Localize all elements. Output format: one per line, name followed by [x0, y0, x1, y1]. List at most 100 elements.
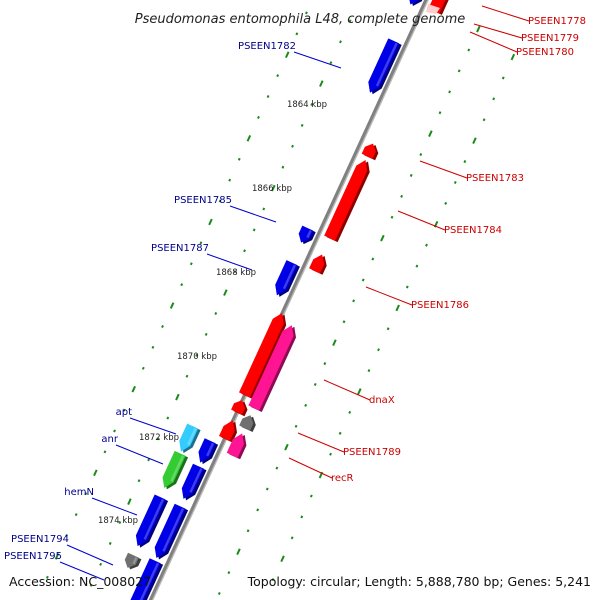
- gene-pseen1781: [409, 0, 423, 6]
- tick-mark: [367, 369, 371, 373]
- backbone-line: [148, 0, 428, 600]
- tick-mark: [300, 515, 304, 519]
- gene-highlight: [189, 468, 203, 493]
- kbp-label: 1864 kbp: [287, 100, 327, 110]
- tick-mark: [444, 201, 448, 205]
- tick-mark: [228, 178, 232, 182]
- forward-gene-label: PSEEN1795: [4, 551, 62, 562]
- tick-mark: [185, 374, 189, 378]
- gene-arrow: [361, 143, 376, 159]
- forward-gene-label: PSEEN1782: [238, 41, 296, 52]
- gene-arrow: [239, 415, 254, 431]
- gene-highlight: [139, 562, 160, 600]
- leader-line: [323, 379, 371, 401]
- tick-mark: [357, 388, 362, 395]
- tick-mark: [415, 264, 419, 268]
- gene-pseen1793: [135, 494, 169, 548]
- leader-line: [115, 444, 164, 465]
- leader-line: [481, 5, 530, 22]
- gene-highlight: [162, 508, 185, 552]
- gene-recr-pink: [226, 433, 247, 460]
- gene-apt: [179, 423, 201, 454]
- gene-labels: PSEEN1782 PSEEN1785 PSEEN1787 apt anr hemN PSE…: [4, 16, 586, 562]
- tick-mark: [284, 443, 289, 451]
- tick-mark: [300, 123, 304, 127]
- tick-mark: [352, 299, 356, 303]
- tick-mark: [169, 302, 175, 309]
- tick-mark: [332, 339, 337, 346]
- tick-mark: [233, 270, 237, 274]
- tick-mark: [141, 366, 145, 370]
- leader-line: [419, 160, 468, 179]
- gene-highlight: [186, 428, 197, 446]
- tick-mark: [113, 429, 116, 433]
- gene-arrow: [130, 558, 161, 600]
- reverse-gene-label: recR: [331, 473, 354, 484]
- kbp-label: 1874 kbp: [98, 516, 138, 526]
- reverse-gene-label: PSEEN1786: [411, 300, 469, 311]
- leader-line: [288, 457, 333, 479]
- tick-mark: [204, 332, 208, 336]
- tick-mark: [476, 25, 481, 33]
- gene-pseen1783a: [361, 143, 379, 161]
- tick-mark: [371, 257, 375, 261]
- tick-mark: [377, 348, 380, 352]
- tick-mark: [329, 61, 333, 65]
- leader-line: [59, 561, 105, 581]
- tick-mark: [310, 102, 314, 106]
- tick-mark: [189, 262, 193, 266]
- tick-mark: [285, 51, 290, 59]
- tick-mark: [501, 76, 505, 80]
- leader-line: [469, 31, 518, 53]
- tick-mark: [380, 234, 385, 242]
- gene-pseen1784: [324, 160, 370, 243]
- genome-title: Pseudomonas entomophila L48, complete ge…: [135, 12, 466, 27]
- leader-line: [293, 51, 342, 69]
- gene-dnax-pink: [248, 325, 296, 412]
- tick-mark: [305, 11, 308, 15]
- reverse-gene-label: PSEEN1784: [444, 225, 502, 236]
- tick-mark: [425, 243, 428, 247]
- tick-mark: [409, 173, 413, 177]
- reverse-gene-label: PSEEN1778: [528, 16, 586, 27]
- tick-mark: [510, 53, 516, 61]
- gene-pseen1788: [231, 400, 248, 417]
- gene-pseen1785: [298, 225, 316, 245]
- kbp-label: 1868 kbp: [216, 268, 256, 278]
- tick-mark: [271, 184, 276, 192]
- tick-mark: [463, 160, 467, 164]
- tick-mark: [453, 180, 457, 184]
- tick-mark: [137, 479, 141, 483]
- tick-mark: [223, 289, 228, 296]
- forward-gene-label: apt: [116, 407, 132, 418]
- gene-arrow: [219, 420, 235, 441]
- tick-mark: [323, 362, 327, 366]
- tick-mark: [467, 48, 471, 52]
- tick-mark: [175, 393, 180, 401]
- forward-gene-label: hemN: [64, 487, 94, 498]
- tick-mark: [45, 575, 49, 579]
- tick-mark: [339, 40, 342, 44]
- kbp-label: 1872 kbp: [139, 433, 179, 443]
- gene-highlight: [143, 498, 165, 540]
- faded-gene: [426, 4, 440, 14]
- gene-gray-a: [124, 552, 142, 570]
- tick-mark: [156, 437, 160, 441]
- label-leader-lines: [59, 5, 530, 581]
- tick-mark: [313, 382, 317, 386]
- gene-highlight: [375, 42, 398, 87]
- tick-mark: [482, 118, 486, 122]
- leader-line: [297, 432, 345, 453]
- tick-mark: [151, 345, 155, 349]
- gene-arrow: [226, 433, 244, 458]
- tick-mark: [217, 591, 221, 596]
- tick-mark: [265, 487, 269, 491]
- gene-pseen1789: [239, 415, 256, 432]
- gene-arrow: [324, 160, 368, 241]
- gene-arrow: [231, 400, 245, 415]
- tick-mark: [65, 533, 68, 538]
- tick-mark: [290, 536, 294, 540]
- gene-arrow: [248, 325, 294, 411]
- tick-mark: [237, 157, 241, 161]
